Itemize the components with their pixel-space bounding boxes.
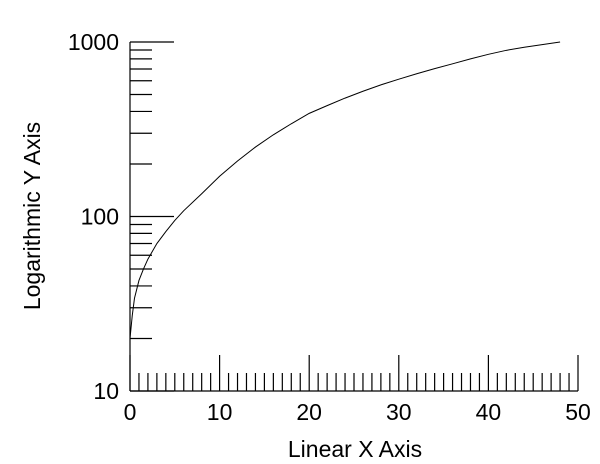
x-axis-label: Linear X Axis: [288, 436, 422, 462]
x-axis-tick-labels: 0 10 20 30 40 50: [124, 399, 591, 425]
y-axis-ticks: [130, 41, 174, 392]
x-tick-label: 0: [124, 399, 137, 425]
x-tick-label: 20: [296, 399, 322, 425]
x-axis-ticks: [129, 355, 579, 391]
x-axis: 0 10 20 30 40 50: [124, 355, 591, 425]
x-tick-label: 50: [565, 399, 591, 425]
y-tick-label: 1000: [68, 29, 119, 55]
data-series-line: [129, 41, 561, 339]
y-tick-label: 100: [81, 204, 119, 230]
y-axis-tick-labels: 10 100 1000: [68, 29, 119, 404]
y-tick-label: 10: [93, 378, 119, 404]
x-tick-label: 30: [386, 399, 412, 425]
x-tick-label: 10: [207, 399, 233, 425]
x-tick-label: 40: [476, 399, 502, 425]
y-axis-label: Logarithmic Y Axis: [19, 122, 45, 310]
y-axis: 10 100 1000: [68, 29, 174, 404]
